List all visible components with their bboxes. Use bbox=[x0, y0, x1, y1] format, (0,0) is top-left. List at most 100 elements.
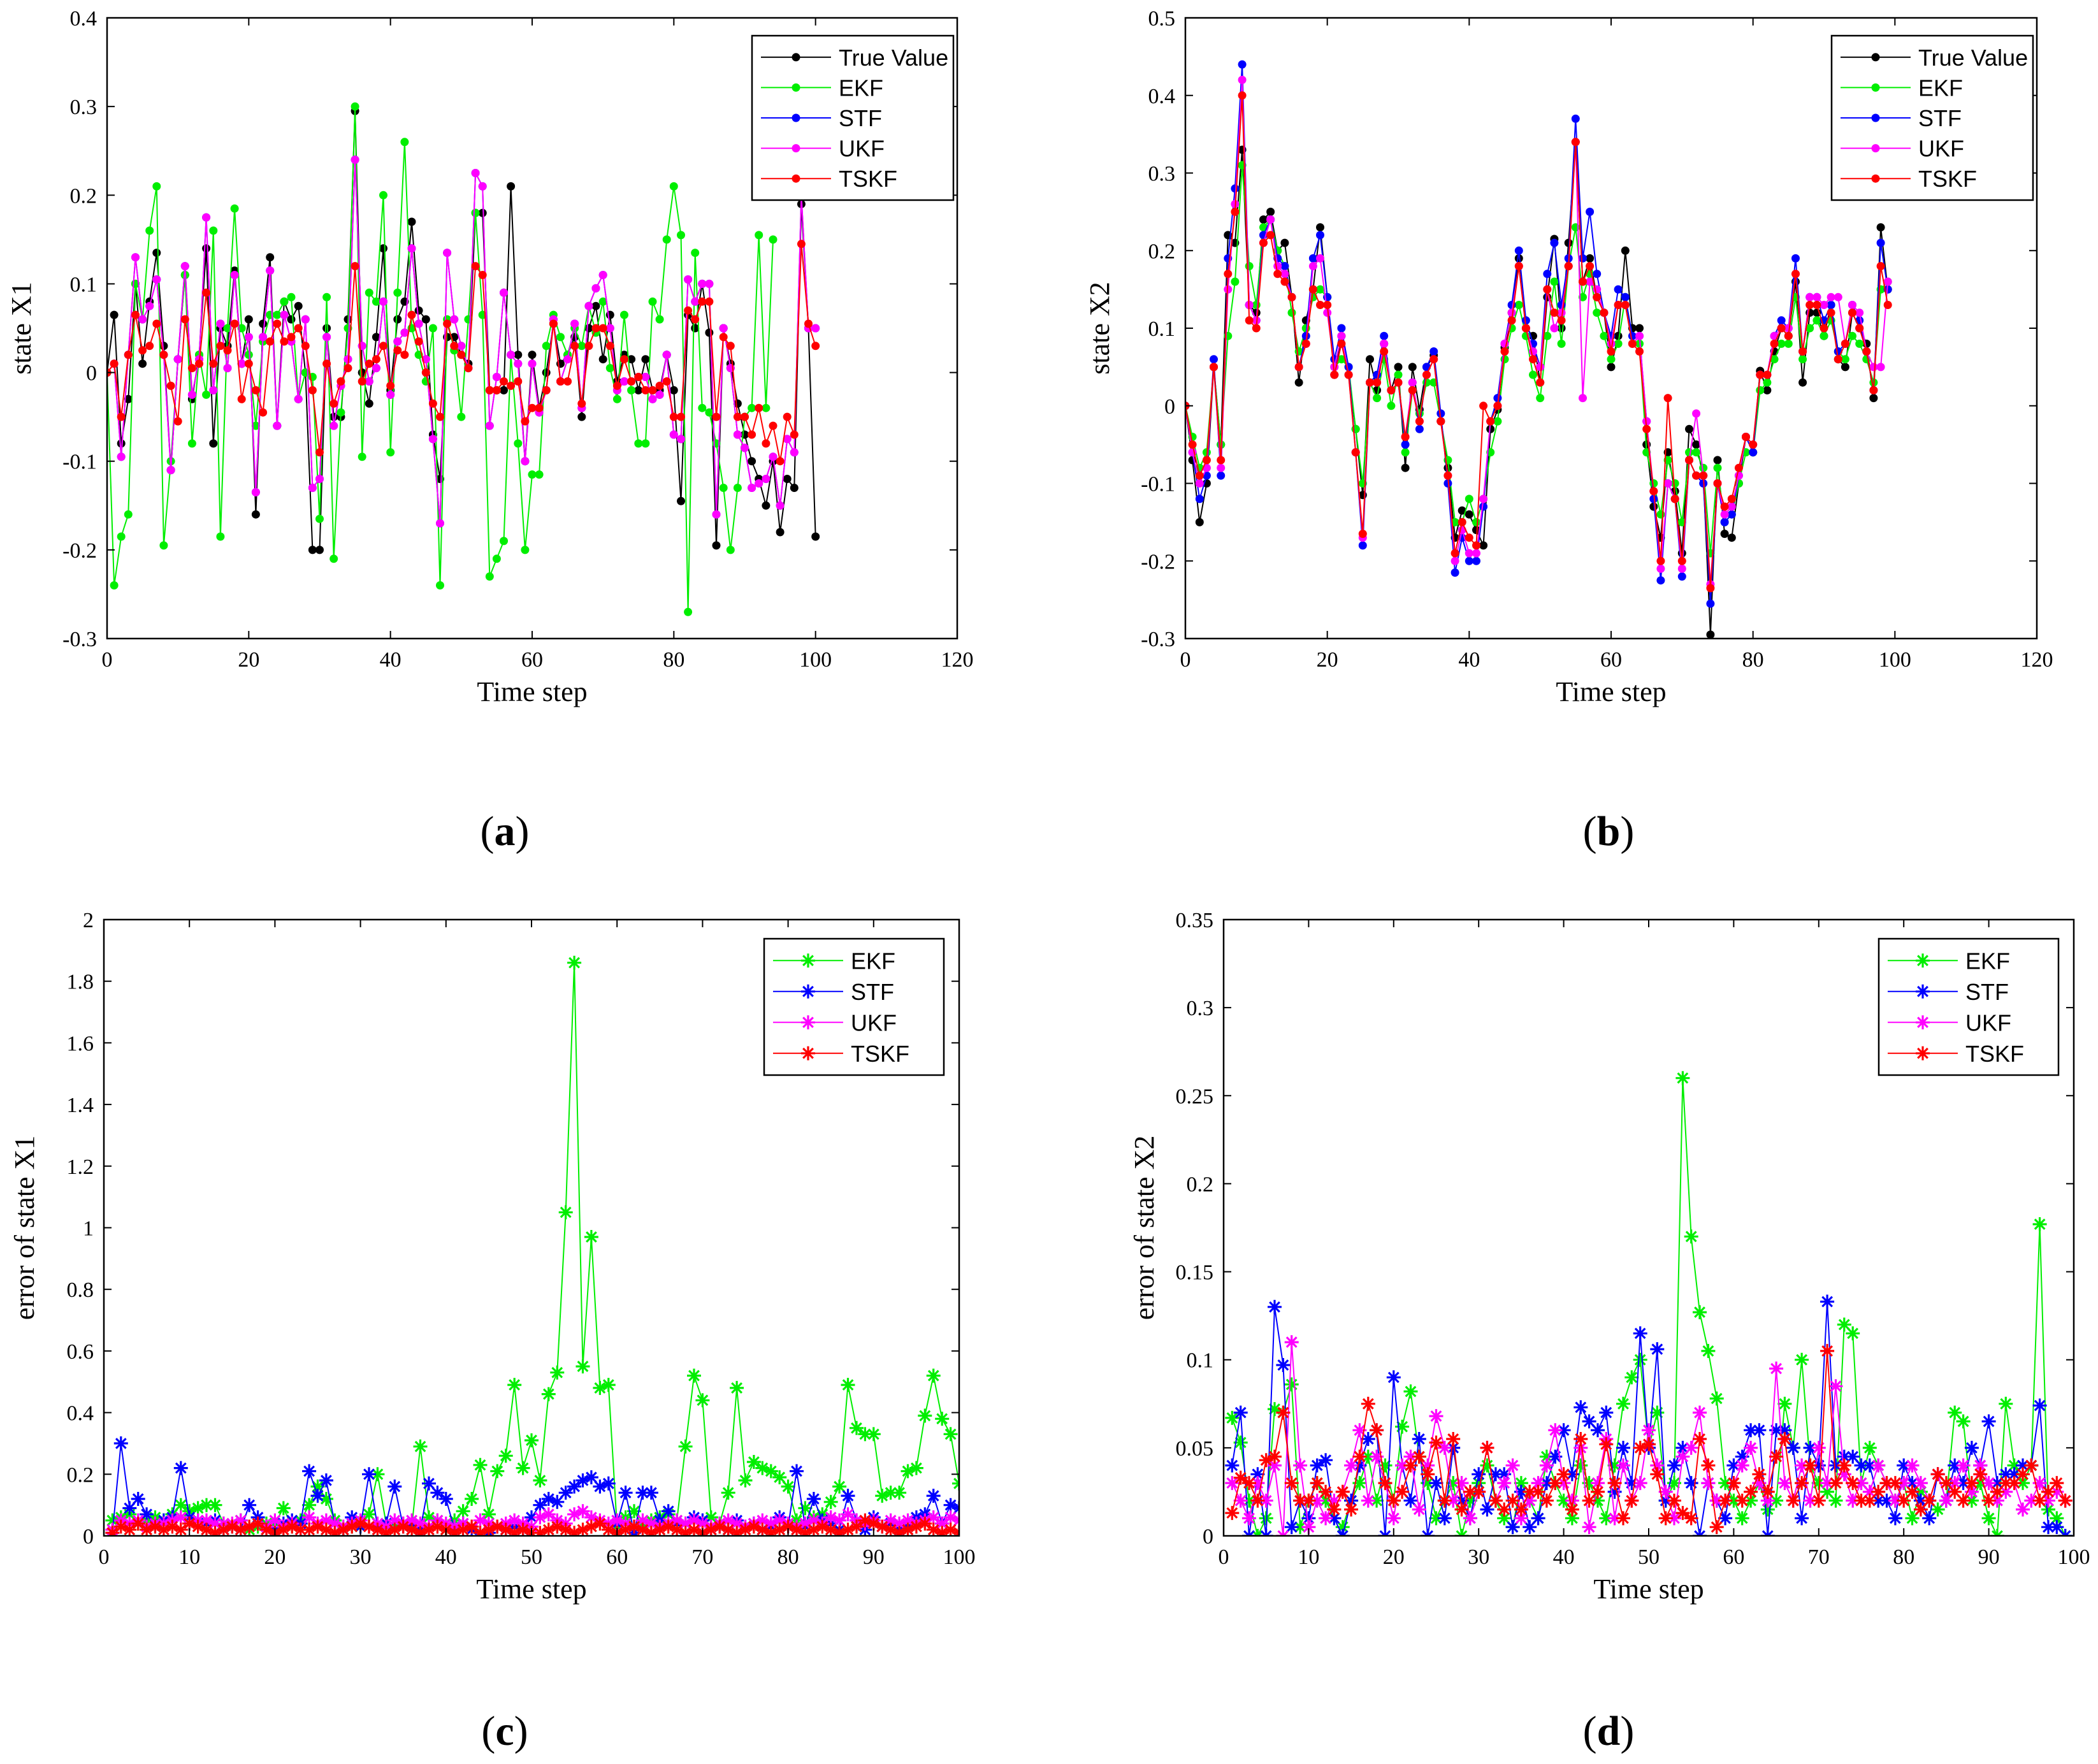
x-axis-label: Time step bbox=[1556, 676, 1666, 707]
point-ekf bbox=[302, 1498, 317, 1512]
legend-marker bbox=[1916, 1046, 1930, 1060]
point-tskf bbox=[733, 412, 742, 421]
point-stf bbox=[1607, 1484, 1622, 1499]
point-ekf bbox=[1633, 1352, 1647, 1367]
point-stf bbox=[1614, 285, 1623, 294]
panel-d: 0 10 20 30 40 50 60 70 80 90 100 0 0.05 0.1 0.15 0.2 0.2… bbox=[1129, 909, 2090, 1605]
point-tskf bbox=[584, 1519, 598, 1534]
point-tskf bbox=[943, 1522, 958, 1536]
legend-marker bbox=[1871, 174, 1880, 183]
point-ekf bbox=[763, 1464, 778, 1478]
legend-item-tskf: TSKF bbox=[773, 1041, 909, 1067]
point-ukf bbox=[414, 319, 423, 328]
point-tskf bbox=[285, 1519, 300, 1534]
point-tskf bbox=[1539, 1493, 1554, 1508]
point-ukf bbox=[1635, 331, 1644, 340]
point-tskf bbox=[549, 319, 558, 328]
point-ukf bbox=[584, 301, 593, 310]
point-ukf bbox=[514, 359, 523, 368]
point-true-value bbox=[591, 301, 600, 310]
point-ekf bbox=[1624, 1370, 1639, 1385]
point-true-value bbox=[627, 355, 636, 364]
point-tskf bbox=[244, 359, 253, 368]
point-tskf bbox=[1706, 584, 1715, 593]
point-true-value bbox=[1876, 223, 1885, 232]
point-ekf bbox=[1820, 1484, 1835, 1499]
point-tskf bbox=[1777, 324, 1786, 333]
point-ekf bbox=[892, 1486, 907, 1500]
x-tick-label: 80 bbox=[778, 1545, 799, 1569]
point-true-value bbox=[1408, 363, 1417, 372]
x-tick-label: 60 bbox=[606, 1545, 628, 1569]
point-tskf bbox=[892, 1526, 907, 1536]
point-ukf bbox=[1370, 1449, 1384, 1464]
point-tskf bbox=[1565, 1502, 1579, 1517]
point-tskf bbox=[1386, 1493, 1401, 1508]
point-tskf bbox=[713, 1519, 727, 1534]
point-tskf bbox=[627, 377, 636, 386]
point-ekf bbox=[1964, 1493, 1979, 1508]
point-ukf bbox=[705, 279, 714, 288]
point-tskf bbox=[1593, 293, 1602, 301]
legend-marker bbox=[1871, 83, 1880, 92]
point-ekf bbox=[1769, 1493, 1784, 1508]
point-stf bbox=[661, 1504, 676, 1519]
point-tskf bbox=[1642, 1437, 1656, 1452]
point-tskf bbox=[353, 1516, 368, 1531]
point-ekf bbox=[1394, 370, 1403, 379]
point-tskf bbox=[1855, 324, 1864, 333]
point-ekf bbox=[1862, 1440, 1877, 1455]
y-axis-label: state X2 bbox=[1084, 282, 1115, 374]
point-tskf bbox=[1614, 301, 1623, 309]
y-tick-label: 0.4 bbox=[70, 7, 98, 31]
point-ekf bbox=[145, 226, 154, 235]
legend-item-true-value: True Value bbox=[761, 45, 948, 71]
point-ukf bbox=[244, 333, 253, 342]
point-ukf bbox=[1760, 1493, 1775, 1508]
point-tskf bbox=[1280, 277, 1289, 286]
point-ekf bbox=[490, 1464, 505, 1478]
point-ekf bbox=[516, 1461, 530, 1475]
point-ukf bbox=[1250, 1476, 1265, 1491]
point-ekf bbox=[358, 452, 366, 461]
point-true-value bbox=[259, 319, 268, 328]
point-ekf bbox=[159, 541, 168, 550]
series-line-ekf bbox=[1185, 165, 1888, 554]
point-ekf bbox=[1337, 355, 1346, 364]
point-stf bbox=[533, 1498, 547, 1512]
point-ukf bbox=[302, 1510, 317, 1524]
point-tskf bbox=[1412, 1449, 1426, 1464]
point-stf bbox=[1488, 1467, 1503, 1482]
point-tskf bbox=[209, 359, 218, 368]
point-stf bbox=[1217, 471, 1226, 480]
point-ukf bbox=[471, 169, 480, 177]
point-tskf bbox=[661, 1519, 676, 1534]
point-stf bbox=[1319, 1453, 1333, 1468]
legend: EKF STF UKF TSKF bbox=[1877, 937, 2060, 1076]
point-ukf bbox=[841, 1507, 855, 1522]
point-tskf bbox=[1667, 1493, 1681, 1508]
point-tskf bbox=[413, 1526, 428, 1536]
point-ukf bbox=[1803, 1493, 1818, 1508]
point-ekf bbox=[726, 546, 735, 554]
point-ukf bbox=[1548, 1423, 1563, 1438]
point-ekf bbox=[1819, 331, 1828, 340]
y-tick-label: 0.3 bbox=[70, 96, 98, 119]
point-tskf bbox=[180, 315, 189, 324]
point-ukf bbox=[1837, 1467, 1851, 1482]
point-tskf bbox=[705, 297, 714, 306]
point-ekf bbox=[909, 1461, 923, 1475]
point-true-value bbox=[1685, 424, 1693, 433]
point-tskf bbox=[202, 288, 211, 297]
point-tskf bbox=[2058, 1493, 2073, 1508]
point-tskf bbox=[1463, 1484, 1477, 1499]
point-ekf bbox=[698, 403, 707, 412]
point-tskf bbox=[730, 1526, 744, 1536]
point-ukf bbox=[712, 510, 721, 519]
point-stf bbox=[1344, 1493, 1359, 1508]
point-ekf bbox=[918, 1408, 932, 1423]
point-tskf bbox=[858, 1513, 872, 1528]
point-ekf bbox=[1735, 1511, 1749, 1526]
point-tskf bbox=[1351, 448, 1360, 457]
point-tskf bbox=[1556, 1467, 1571, 1482]
